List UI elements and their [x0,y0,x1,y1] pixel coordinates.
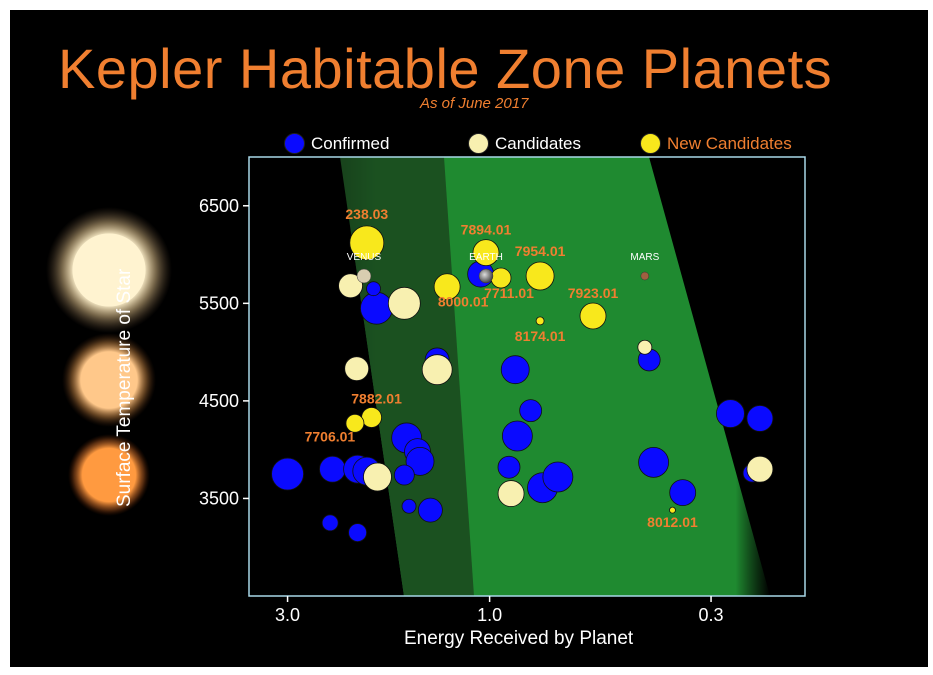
confirmed-point [271,457,304,491]
new-candidates-point [579,302,607,330]
confirmed-point [366,281,381,297]
confirmed-point [401,498,417,514]
candidates-point [363,462,392,492]
data-label: 8000.01 [438,294,489,310]
data-label: 7954.01 [515,243,566,259]
new-candidates-point [525,261,555,291]
confirmed-point [360,291,393,325]
star-icons [46,207,172,516]
y-tick-label: 4500 [199,391,239,411]
data-label: 7882.01 [351,390,402,406]
y-tick-label: 5500 [199,293,239,313]
data-label: 8174.01 [515,328,566,344]
plot-area [248,156,806,597]
y-axis-label: Surface Temperature of Star [114,268,135,507]
subtitle: As of June 2017 [420,95,529,112]
star-core [91,457,127,493]
x-tick-label: 1.0 [477,605,502,625]
candidates-point [338,273,363,299]
data-label: 7711.01 [484,285,534,301]
confirmed-point [497,455,521,479]
plot-border [248,156,806,597]
candidates-point [421,354,453,386]
data-label: 7706.01 [305,428,356,444]
data-label: 8012.01 [647,514,698,530]
new-candidates-point [535,316,545,326]
confirmed-point [319,455,346,483]
new-candidates-point [349,225,385,261]
x-tick-label: 0.3 [699,605,724,625]
page-title: Kepler Habitable Zone Planets [58,37,833,100]
x-axis-label: Energy Received by Planet [404,628,634,649]
solar-planet-label: EARTH [469,252,503,263]
axis-ticks: 6500 5500 4500 3500 3.0 1.0 0.3 [199,196,724,625]
confirmed-point [542,461,574,493]
y-tick-label: 6500 [199,196,239,216]
candidates-point [637,339,653,355]
habitable-zone-bands [340,157,770,596]
new-candidates-point [361,407,382,428]
data-label: 238.03 [345,206,388,222]
data-label: 7894.01 [461,222,512,238]
new-candidates-point [345,413,365,433]
confirmed-point [746,405,774,432]
candidates-point [497,480,525,507]
legend-swatch-candidates [468,133,489,154]
confirmed-point [638,446,670,478]
data-label: 7923.01 [568,285,619,301]
star-core [86,357,132,403]
confirmed-point [500,355,530,385]
confirmed-point [716,399,745,428]
legend-item-confirmed: Confirmed [284,133,389,154]
legend-label: Candidates [495,133,582,153]
confirmed-point [321,514,339,532]
star-core [72,233,146,307]
confirmed-point [405,446,435,476]
confirmed-point [519,399,543,423]
y-tick-label: 3500 [199,488,239,508]
candidates-point [387,286,421,320]
confirmed-point [393,464,415,486]
candidates-point [746,455,774,483]
confirmed-point [669,479,697,506]
solar-planet-venus [356,268,372,284]
confirmed-point [348,523,368,542]
candidates-point [344,356,370,382]
legend-swatch-new-candidates [640,133,661,154]
new-candidates-point [669,506,676,514]
new-candidates-point [433,273,461,301]
legend-item-candidates: Candidates [468,133,581,154]
solar-planet-mars [640,271,650,281]
confirmed-point [417,497,443,523]
confirmed-point [501,420,533,452]
solar-planet-label: MARS [630,252,659,263]
inner-zone-shade [340,157,474,596]
legend-item-new-candidates: New Candidates [640,133,792,154]
solar-planet-earth [478,268,494,284]
legend-label: New Candidates [667,133,792,153]
solar-planet-label: VENUS [347,252,382,263]
x-tick-label: 3.0 [275,605,300,625]
new-candidates-point [472,239,500,267]
legend-swatch-confirmed [284,133,305,154]
legend-label: Confirmed [311,133,390,153]
